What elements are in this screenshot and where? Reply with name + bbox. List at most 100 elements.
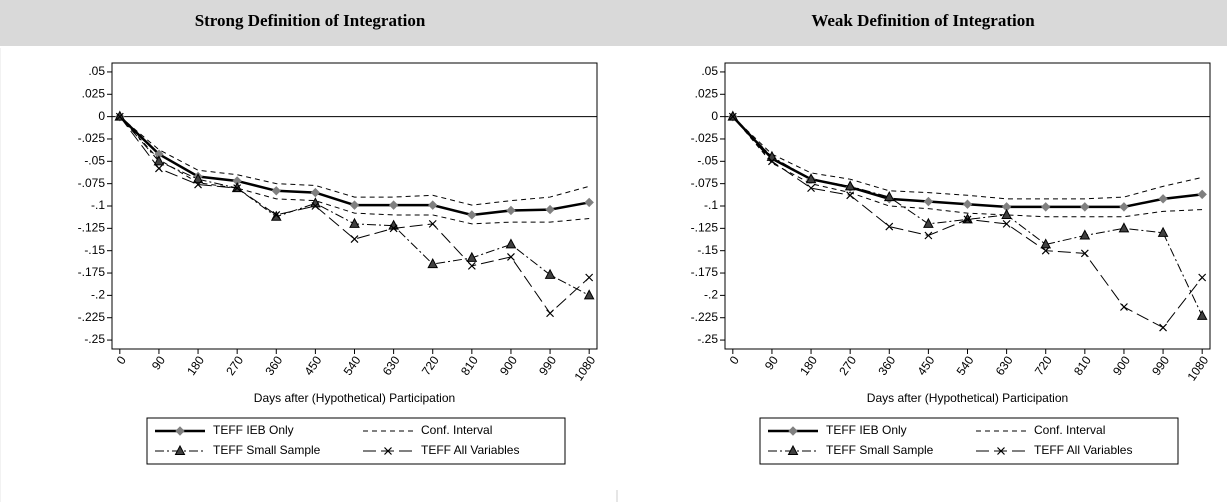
series-line	[732, 116, 1203, 218]
y-tick-label: -.15	[697, 243, 718, 257]
marker-diamond	[1158, 194, 1168, 204]
y-tick-label: 0	[98, 109, 105, 123]
y-tick-label: -.075	[691, 176, 719, 190]
x-tick-label: 180	[797, 353, 820, 378]
legend-box	[759, 417, 1179, 465]
marker-diamond	[310, 187, 321, 198]
marker-triangle	[844, 180, 856, 191]
legend-label: TEFF IEB Only	[213, 423, 294, 437]
marker-x	[428, 219, 437, 228]
marker-triangle	[1118, 222, 1130, 233]
chart-title: Strong Definition of Integration	[195, 11, 426, 30]
marker-diamond	[271, 186, 281, 196]
y-tick-label: .025	[695, 86, 719, 100]
marker-diamond	[1080, 202, 1090, 212]
x-tick-label: 450	[914, 353, 937, 378]
x-tick-label: 450	[301, 353, 324, 378]
marker-triangle	[544, 268, 556, 279]
header-band	[0, 0, 1227, 46]
y-tick-label: -.25	[84, 332, 105, 346]
marker-x	[1120, 303, 1128, 311]
x-tick-label: 540	[341, 353, 364, 378]
x-tick-label: 1080	[571, 353, 598, 383]
y-tick-label: .05	[701, 64, 718, 78]
y-tick-label: -.1	[704, 198, 718, 212]
marker-diamond	[506, 205, 516, 216]
y-tick-label: -.05	[697, 153, 718, 167]
marker-triangle	[1079, 229, 1091, 240]
x-tick-label: 1080	[1184, 353, 1211, 383]
marker-x	[1002, 219, 1011, 228]
marker-x	[807, 184, 815, 193]
marker-x	[768, 157, 776, 166]
marker-x	[1198, 273, 1207, 282]
marker-triangle	[787, 444, 799, 455]
marker-triangle	[192, 173, 204, 184]
marker-diamond	[584, 197, 594, 208]
y-tick-label: -.175	[78, 265, 106, 279]
marker-diamond	[788, 426, 798, 436]
x-tick-label: 720	[419, 353, 442, 378]
chart-panel: Strong Definition of Integration .05 .025 0…	[78, 11, 598, 465]
marker-diamond	[545, 204, 555, 215]
marker-x	[997, 447, 1005, 455]
marker-triangle	[466, 251, 478, 262]
x-tick-label: 180	[184, 353, 207, 378]
legend-box	[146, 417, 566, 465]
marker-triangle	[174, 444, 186, 455]
x-tick-label: 540	[954, 353, 977, 378]
legend-label: Conf. Interval	[421, 423, 492, 437]
y-tick-label: -.225	[78, 310, 106, 324]
marker-x	[1080, 249, 1089, 258]
x-axis-title: Days after (Hypothetical) Participation	[867, 391, 1068, 405]
series-line	[732, 116, 1203, 200]
x-tick-label: 630	[380, 353, 403, 378]
marker-x	[885, 222, 894, 231]
x-tick-label: 270	[836, 353, 859, 378]
legend-label: TEFF All Variables	[421, 443, 519, 457]
marker-triangle	[349, 217, 360, 228]
marker-diamond	[388, 200, 399, 210]
legend-label: TEFF Small Sample	[826, 443, 934, 457]
marker-diamond	[1197, 189, 1207, 200]
marker-diamond	[349, 200, 360, 210]
legend-label: TEFF Small Sample	[213, 443, 321, 457]
marker-x	[194, 180, 202, 189]
y-tick-label: -.025	[78, 131, 106, 145]
x-tick-label: 810	[1071, 353, 1094, 378]
marker-triangle	[883, 190, 895, 202]
marker-x	[350, 235, 359, 243]
marker-x	[311, 202, 320, 210]
y-tick-label: .025	[82, 86, 106, 100]
marker-diamond	[1119, 202, 1129, 212]
y-tick-label: 0	[711, 109, 718, 123]
marker-triangle	[1157, 226, 1169, 237]
marker-x	[115, 112, 124, 121]
marker-x	[233, 184, 242, 193]
marker-diamond	[962, 199, 973, 209]
y-tick-label: -.225	[691, 310, 719, 324]
x-tick-label: 360	[875, 353, 898, 378]
marker-x	[585, 273, 594, 282]
y-tick-label: -.125	[691, 221, 719, 235]
x-tick-label: 360	[262, 353, 285, 378]
marker-x	[924, 231, 933, 240]
x-tick-label: 630	[993, 353, 1016, 378]
series-line	[119, 116, 590, 206]
x-tick-label: 720	[1032, 353, 1055, 378]
y-tick-label: -.1	[91, 198, 105, 212]
x-tick-label: 900	[497, 353, 520, 378]
x-tick-label: 90	[149, 353, 168, 372]
marker-x	[384, 447, 392, 455]
y-tick-label: .05	[88, 64, 105, 78]
y-tick-label: -.125	[78, 221, 106, 235]
marker-diamond	[1041, 202, 1051, 212]
x-tick-label: 270	[223, 353, 246, 378]
x-tick-label: 990	[1149, 353, 1172, 378]
marker-x	[728, 112, 737, 121]
y-tick-label: -.075	[78, 176, 106, 190]
marker-triangle	[505, 238, 517, 249]
x-tick-label: 990	[536, 353, 559, 378]
marker-triangle	[153, 155, 165, 166]
